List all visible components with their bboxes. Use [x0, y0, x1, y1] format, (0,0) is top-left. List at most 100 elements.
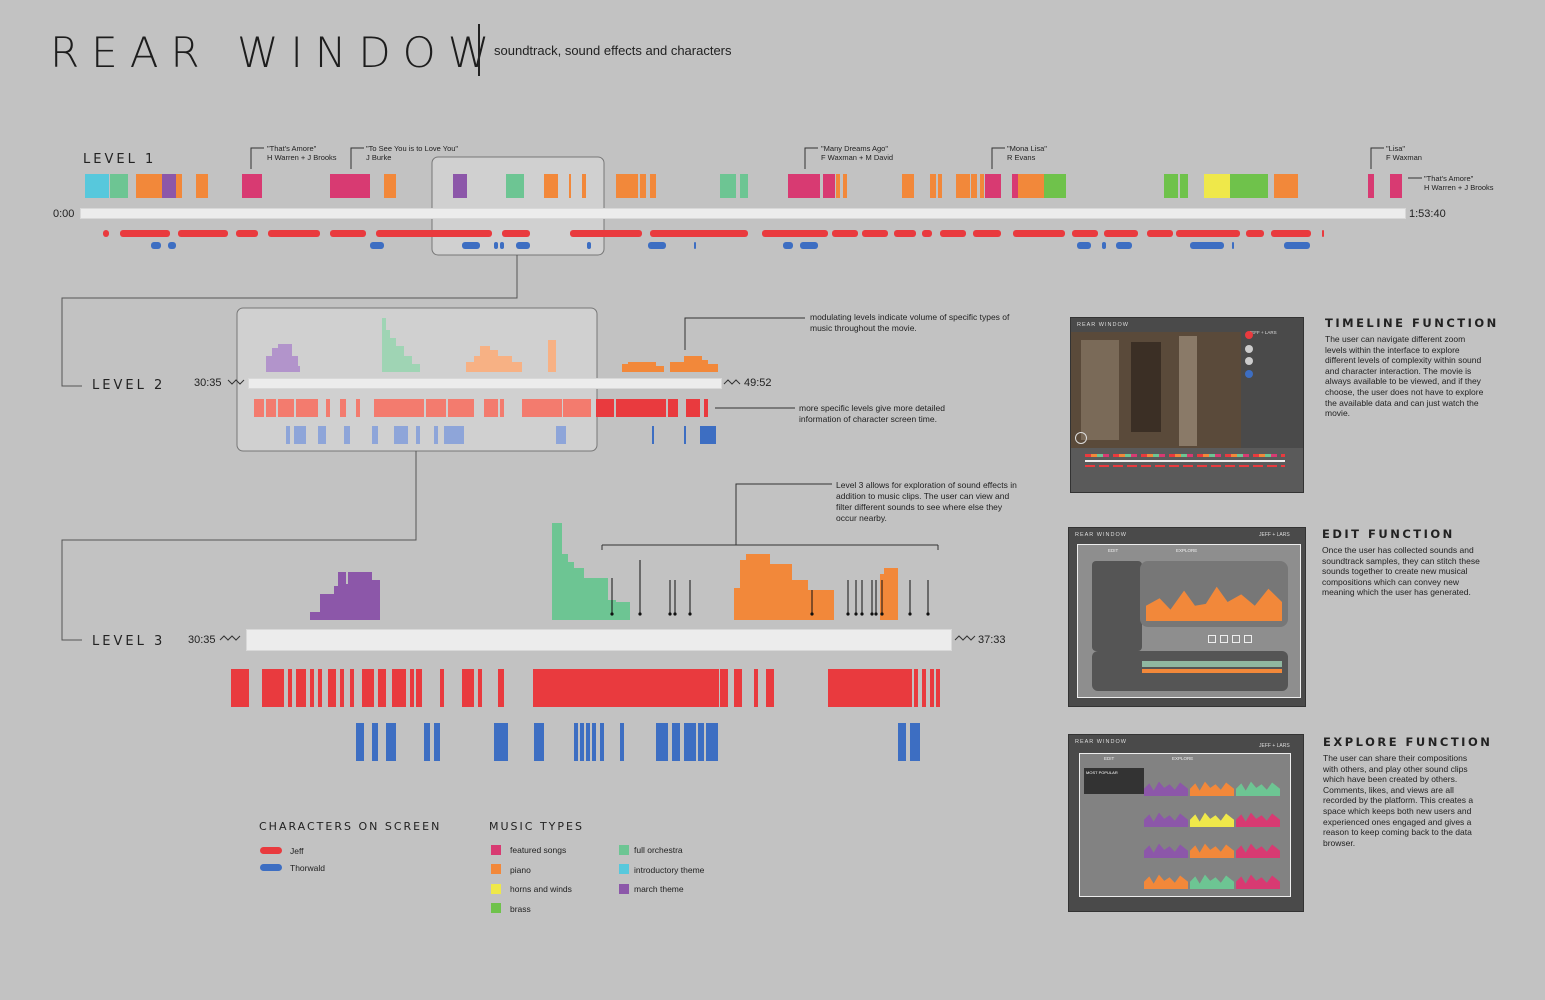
sound-effect-marker	[926, 612, 930, 616]
jeff-segment	[762, 230, 828, 237]
sound-list[interactable]	[1092, 561, 1142, 651]
jeff-segment	[120, 230, 170, 237]
explore-function-title: EXPLORE FUNCTION	[1323, 735, 1493, 749]
thorwald-swatch	[260, 864, 282, 871]
composition-thumbnail[interactable]	[1190, 843, 1234, 858]
music-block	[544, 174, 558, 198]
page-title: REAR WINDOW	[50, 28, 502, 77]
composition-thumbnail[interactable]	[1190, 812, 1234, 827]
tab-explore[interactable]: EXPLORE	[1172, 756, 1194, 761]
sound-effect-marker	[874, 612, 878, 616]
level1-music-track[interactable]	[0, 174, 1545, 198]
most-popular-filter[interactable]: MOST POPULAR	[1084, 768, 1144, 794]
composition-thumbnail[interactable]	[1190, 874, 1234, 889]
music-block	[720, 174, 736, 198]
avatar[interactable]	[1245, 357, 1253, 365]
thorwald-segment	[394, 426, 408, 444]
thorwald-segment	[500, 242, 504, 249]
composition-thumbnail[interactable]	[1236, 874, 1280, 889]
thorwald-segment	[494, 242, 498, 249]
thorwald-segment	[783, 242, 793, 249]
compositions-grid[interactable]	[1144, 768, 1284, 892]
music-block	[242, 174, 262, 198]
explore-function-text: The user can share their compositions wi…	[1323, 753, 1474, 848]
thorwald-segment	[600, 723, 604, 761]
jeff-segment	[502, 230, 530, 237]
music-block	[985, 174, 1001, 198]
sound-effect-marker	[688, 612, 692, 616]
tab-edit[interactable]: EDIT	[1104, 756, 1115, 761]
sound-effect-marker	[846, 612, 850, 616]
jeff-segment	[340, 399, 346, 417]
tab-edit[interactable]: EDIT	[1108, 548, 1119, 553]
level3-label: LEVEL 3	[92, 634, 166, 649]
jeff-segment	[930, 669, 934, 707]
jeff-segment	[103, 230, 109, 237]
composition-thumbnail[interactable]	[1144, 781, 1188, 796]
level3-jeff-track	[0, 669, 1545, 707]
jeff-segment	[268, 230, 320, 237]
composition-thumbnail[interactable]	[1236, 843, 1280, 858]
music-block	[582, 174, 586, 198]
music-block	[1044, 174, 1066, 198]
march-volume	[310, 572, 380, 620]
level2-start-time: 30:35	[194, 377, 222, 389]
piano-volume	[884, 568, 898, 620]
jeff-segment	[318, 669, 322, 707]
movie-frame[interactable]	[1071, 332, 1241, 448]
song-label: "That's Amore" H Warren + J Brooks	[1424, 174, 1494, 192]
level1-start-time: 0:00	[53, 208, 75, 220]
jeff-segment	[328, 669, 336, 707]
music-block	[330, 174, 370, 198]
intro-swatch	[619, 864, 629, 874]
tab-explore[interactable]: EXPLORE	[1176, 548, 1198, 553]
thorwald-segment	[684, 426, 686, 444]
thorwald-segment	[587, 242, 591, 249]
music-block	[836, 174, 840, 198]
level1-timeline-slider[interactable]	[80, 208, 1406, 219]
jeff-segment	[570, 230, 642, 237]
thorwald-segment	[286, 426, 290, 444]
composition-thumbnail[interactable]	[1144, 874, 1188, 889]
page-subtitle: soundtrack, sound effects and characters	[494, 43, 732, 58]
featured-swatch	[491, 845, 501, 855]
thorwald-segment	[434, 723, 440, 761]
waveform-editor[interactable]	[1140, 561, 1288, 627]
composition-thumbnail[interactable]	[1236, 781, 1280, 796]
avatar[interactable]	[1245, 370, 1253, 378]
level3-timeline-slider[interactable]	[246, 629, 952, 651]
jeff-segment	[766, 669, 774, 707]
jeff-segment	[1271, 230, 1311, 237]
jeff-segment	[462, 669, 474, 707]
avatar[interactable]	[1245, 345, 1253, 353]
thorwald-segment	[648, 242, 666, 249]
thorwald-segment	[574, 723, 578, 761]
jeff-segment	[936, 669, 940, 707]
thorwald-segment	[1284, 242, 1310, 249]
jeff-segment	[262, 669, 284, 707]
avatar[interactable]	[1245, 331, 1253, 339]
song-label: "Many Dreams Ago" F Waxman + M David	[821, 144, 894, 162]
jeff-segment	[374, 399, 424, 417]
music-block	[162, 174, 176, 198]
thorwald-segment	[580, 723, 584, 761]
orchestra-volume	[382, 318, 420, 372]
sound-effect-marker	[870, 612, 874, 616]
thorwald-segment	[1190, 242, 1224, 249]
composition-thumbnail[interactable]	[1236, 812, 1280, 827]
thorwald-segment	[372, 426, 378, 444]
playback-controls[interactable]	[1208, 635, 1268, 643]
composition-thumbnail[interactable]	[1144, 812, 1188, 827]
music-block	[650, 174, 656, 198]
note-detail: more specific levels give more detailed …	[799, 403, 945, 424]
jeff-segment	[231, 669, 249, 707]
play-icon[interactable]	[1075, 432, 1087, 444]
music-block	[902, 174, 914, 198]
level2-jeff-track	[0, 399, 1545, 417]
mini-timeline[interactable]	[1071, 448, 1303, 492]
sound-effect-marker	[854, 612, 858, 616]
composition-thumbnail[interactable]	[1144, 843, 1188, 858]
composition-thumbnail[interactable]	[1190, 781, 1234, 796]
level2-timeline-slider[interactable]	[248, 378, 722, 389]
composition-track[interactable]	[1092, 651, 1288, 691]
